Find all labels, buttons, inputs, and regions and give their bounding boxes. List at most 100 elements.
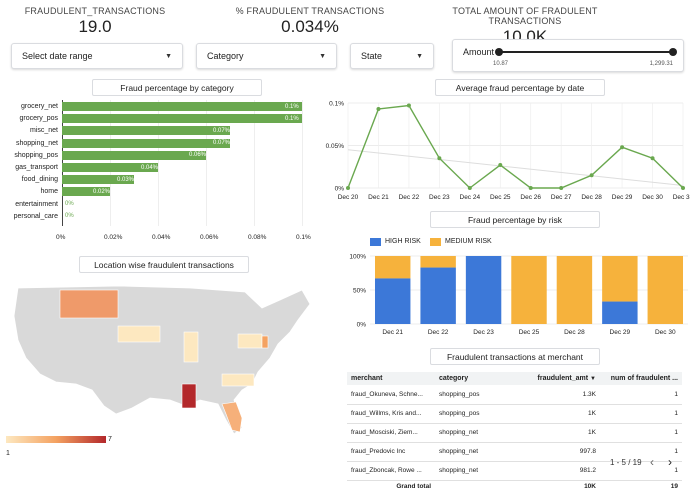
- cell-merchant: fraud_Willms, Kris and...: [347, 404, 435, 424]
- x-tick-label: Dec 21: [368, 194, 389, 201]
- map-scale-min: 1: [6, 450, 10, 457]
- category-bar[interactable]: [62, 114, 302, 124]
- slider-min-handle[interactable]: [495, 48, 503, 56]
- x-tick-label: Dec 25: [519, 329, 540, 336]
- medium-risk-bar: [374, 256, 411, 279]
- state-illinois: [183, 331, 199, 363]
- kpi-value: 0.034%: [281, 17, 339, 36]
- category-bar[interactable]: [62, 126, 230, 136]
- category-bar[interactable]: [62, 187, 110, 197]
- medium-risk-bar: [602, 256, 638, 302]
- data-point: [437, 156, 442, 161]
- state-nebraska: [117, 325, 161, 343]
- trend-line: [347, 149, 684, 186]
- grid-line: [158, 100, 159, 226]
- category-chart-title: Fraud percentage by category: [92, 79, 262, 96]
- table-row[interactable]: fraud_Willms, Kris and... shopping_pos 1…: [347, 404, 682, 424]
- bar-value-label: 0.02%: [93, 188, 111, 195]
- medium-risk-bar: [420, 256, 456, 268]
- table-row[interactable]: fraud_Mosciski, Ziem... shopping_net 1K …: [347, 423, 682, 443]
- kpi-fraudulent-transactions: FRAUDULENT_TRANSACTIONS 19.0: [20, 6, 170, 37]
- x-tick-label: Dec 30: [655, 329, 676, 336]
- caret-down-icon: ▼: [319, 52, 326, 60]
- col-fraudulent-amt[interactable]: fraudulent_amt ▼: [505, 372, 600, 385]
- legend-label-medium: MEDIUM RISK: [445, 238, 492, 245]
- category-filter[interactable]: Category ▼: [196, 43, 337, 69]
- chevron-right-icon[interactable]: ›: [668, 455, 672, 469]
- x-tick-label: Dec 22: [428, 329, 449, 336]
- high-risk-bar: [420, 267, 456, 324]
- slider-max-handle[interactable]: [669, 48, 677, 56]
- data-point: [528, 186, 533, 190]
- date-range-picker[interactable]: Select date range ▼: [11, 43, 183, 69]
- table-row[interactable]: fraud_Predovic Inc shopping_net 997.8 1: [347, 442, 682, 462]
- category-label: shopping_net: [15, 139, 58, 147]
- cell-merchant: fraud_Zboncak, Rowe ...: [347, 461, 435, 481]
- kpi-label: % FRAUDULENT TRANSACTIONS: [235, 6, 385, 16]
- cell-amount: 1K: [505, 404, 600, 424]
- date-chart-title: Average fraud percentage by date: [435, 79, 605, 96]
- high-risk-bar: [374, 278, 411, 324]
- date-range-label: Select date range: [22, 51, 93, 61]
- caret-down-icon: ▼: [416, 52, 423, 60]
- map-scale-max: 7: [108, 436, 112, 443]
- chevron-left-icon[interactable]: ‹: [650, 455, 654, 469]
- category-label: home: [40, 188, 58, 196]
- slider-track[interactable]: [498, 51, 673, 53]
- table-row[interactable]: fraud_Okuneva, Schne... shopping_pos 1.3…: [347, 385, 682, 405]
- cell-count: 1: [600, 404, 682, 424]
- data-point: [681, 186, 685, 190]
- cell-merchant: fraud_Okuneva, Schne...: [347, 385, 435, 405]
- state-filter[interactable]: State ▼: [350, 43, 434, 69]
- cell-merchant: fraud_Predovic Inc: [347, 442, 435, 462]
- merchant-table: merchant category fraudulent_amt ▼ num o…: [347, 372, 682, 493]
- medium-risk-bar: [647, 256, 684, 324]
- category-label: food_dining: [21, 176, 58, 184]
- category-bar[interactable]: [62, 150, 206, 160]
- x-tick-label: Dec 25: [490, 194, 511, 201]
- cell-category: shopping_net: [435, 423, 505, 443]
- x-tick-label: Dec 21: [382, 329, 403, 336]
- legend-swatch-high: [370, 238, 381, 246]
- data-point: [346, 186, 350, 190]
- state-new-jersey: [261, 335, 269, 349]
- grid-line: [206, 100, 207, 226]
- kpi-fraud-percentage: % FRAUDULENT TRANSACTIONS 0.034%: [235, 6, 385, 37]
- col-merchant[interactable]: merchant: [347, 372, 435, 385]
- x-tick-label: Dec 23: [473, 329, 494, 336]
- risk-chart-title: Fraud percentage by risk: [430, 211, 600, 228]
- category-bar[interactable]: [62, 102, 302, 111]
- bar-value-label: 0%: [65, 213, 74, 220]
- bar-value-label: 0.04%: [141, 164, 159, 171]
- category-bar[interactable]: [62, 175, 134, 185]
- category-bar[interactable]: [62, 163, 158, 172]
- category-label: entertainment: [15, 200, 58, 208]
- category-bar[interactable]: [62, 138, 230, 148]
- col-category[interactable]: category: [435, 372, 505, 385]
- x-tick-label: 0.06%: [200, 234, 219, 241]
- cell-amount: 1.3K: [505, 385, 600, 405]
- cell-amount: 997.8: [505, 442, 600, 462]
- x-tick-label: Dec 24: [460, 194, 481, 201]
- grand-total-label: Grand total: [396, 483, 431, 491]
- grid-line: [302, 100, 303, 226]
- kpi-label: TOTAL AMOUNT OF FRADULENT TRANSACTIONS: [452, 6, 598, 26]
- merchant-table-title: Fraudulent transactions at merchant: [430, 348, 600, 365]
- bar-value-label: 0.07%: [213, 140, 231, 147]
- date-line-chart: 0% 0.05% 0.1% Dec 20 Dec 21 Dec 22 Dec 23 Dec 2…: [326, 101, 690, 202]
- x-tick-label: Dec 20: [338, 194, 359, 201]
- cell-count: 1: [600, 385, 682, 405]
- col-num-fraudulent[interactable]: num of fraudulent ...: [600, 372, 682, 385]
- grand-total-blank: [435, 480, 505, 493]
- state-pennsylvania: [237, 333, 263, 349]
- cell-category: shopping_net: [435, 461, 505, 481]
- amount-slider[interactable]: Amount 10.87 1,299.31: [452, 39, 684, 72]
- table-row[interactable]: fraud_Zboncak, Rowe ... shopping_net 981…: [347, 461, 682, 481]
- data-point: [467, 186, 472, 190]
- y-tick-label: 0%: [357, 322, 367, 329]
- cell-count: 1: [600, 461, 682, 481]
- x-tick-label: 0.08%: [248, 234, 267, 241]
- sort-desc-icon[interactable]: ▼: [590, 376, 596, 382]
- cell-category: shopping_pos: [435, 385, 505, 405]
- category-label: shopping_pos: [14, 151, 58, 159]
